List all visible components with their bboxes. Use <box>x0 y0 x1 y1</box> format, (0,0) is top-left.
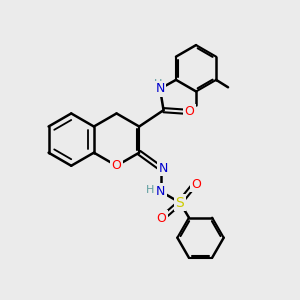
Text: N: N <box>156 185 165 198</box>
Text: N: N <box>155 82 165 95</box>
Text: O: O <box>191 178 201 191</box>
Text: N: N <box>158 162 168 175</box>
Text: H: H <box>146 185 154 195</box>
Text: S: S <box>176 196 184 210</box>
Text: O: O <box>112 159 122 172</box>
Text: O: O <box>184 105 194 118</box>
Text: H: H <box>154 79 163 89</box>
Text: O: O <box>156 212 166 225</box>
